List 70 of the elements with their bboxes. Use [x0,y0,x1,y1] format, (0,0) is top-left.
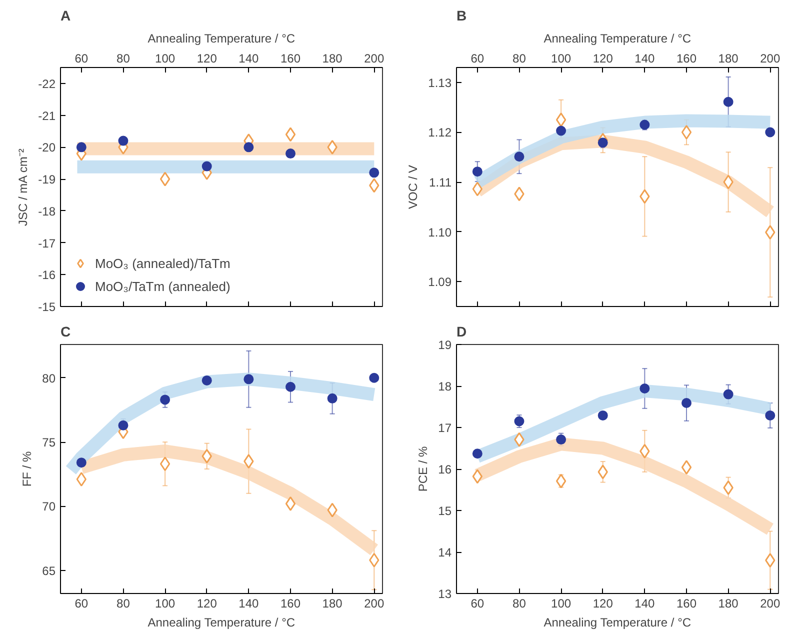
y-tick-label: 18 [438,380,452,394]
y-tick-label: -19 [38,172,56,187]
legend-label: MoO₃ (annealed)/TaTm [95,256,230,270]
x-tick-label: 180 [322,52,343,66]
y-tick-label: 70 [42,500,56,514]
y-tick-label: 1.13 [428,76,452,90]
x-tick-label: 100 [155,596,176,610]
x-axis-title: Annealing Temperature / °C [148,616,296,630]
y-tick-label: 16 [438,462,452,476]
x-axis-title: Annealing Temperature / °C [544,32,692,46]
x-tick-label: 60 [74,596,88,610]
x-tick-label: 140 [634,596,656,610]
x-tick-label: 160 [676,596,697,610]
x-tick-label: 80 [512,596,526,610]
x-axis-title: Annealing Temperature / °C [544,616,692,630]
x-tick-label: 100 [551,596,572,610]
y-tick-label: 17 [438,421,452,435]
y-tick-label: 65 [42,564,56,578]
x-tick-label: 60 [470,596,484,610]
x-tick-label: 140 [238,52,260,66]
chart-title: A [60,8,71,24]
x-tick-label: 180 [322,596,343,610]
legend-label: MoO₃/TaTm (annealed) [95,278,230,294]
x-tick-label: 180 [718,52,739,66]
x-axis-title: Annealing Temperature / °C [148,32,296,46]
y-axis-title: PCE / % [416,446,430,492]
x-tick-label: 160 [280,596,301,610]
y-tick-label: 1.09 [428,275,452,290]
x-tick-label: 100 [155,52,176,66]
y-tick-label: -16 [38,268,56,282]
x-tick-label: 60 [470,52,484,66]
y-tick-label: 13 [438,587,452,601]
chart-title: B [456,8,467,24]
x-tick-label: 200 [760,596,780,610]
y-tick-label: 19 [438,338,452,352]
x-tick-label: 140 [634,52,656,66]
y-tick-label: 1.10 [428,225,452,240]
x-tick-label: 140 [238,596,260,610]
y-axis-title: FF / % [20,451,34,487]
chart-title: C [60,324,71,340]
x-tick-label: 160 [280,52,301,66]
x-tick-label: 120 [196,52,218,66]
y-tick-label: 14 [438,546,452,560]
y-tick-label: 75 [42,436,56,450]
y-tick-label: -18 [38,204,56,218]
y-tick-label: 1.12 [428,126,452,140]
x-tick-label: 200 [760,52,780,66]
x-tick-label: 120 [196,596,218,610]
x-tick-label: 80 [116,52,130,66]
x-tick-label: 120 [592,52,614,66]
y-tick-label: -20 [38,140,56,155]
y-axis-title: VOC / V [406,164,420,210]
x-tick-label: 60 [74,52,88,66]
x-tick-label: 200 [364,596,384,610]
y-tick-label: 80 [42,371,56,386]
y-tick-label: -17 [38,236,56,250]
x-tick-label: 80 [512,52,526,66]
x-tick-label: 180 [718,596,739,610]
x-tick-label: 200 [364,52,384,66]
x-tick-label: 160 [676,52,697,66]
y-tick-label: 15 [438,504,452,518]
x-tick-label: 80 [116,596,130,610]
y-tick-label: -21 [38,108,56,123]
y-axis-title: JSC / mA cm⁻² [16,148,30,226]
y-tick-label: 1.11 [429,176,452,190]
chart-title: D [456,324,467,340]
y-tick-label: -22 [38,76,56,91]
x-tick-label: 120 [592,596,614,610]
y-tick-label: -15 [38,300,56,314]
x-tick-label: 100 [551,52,572,66]
